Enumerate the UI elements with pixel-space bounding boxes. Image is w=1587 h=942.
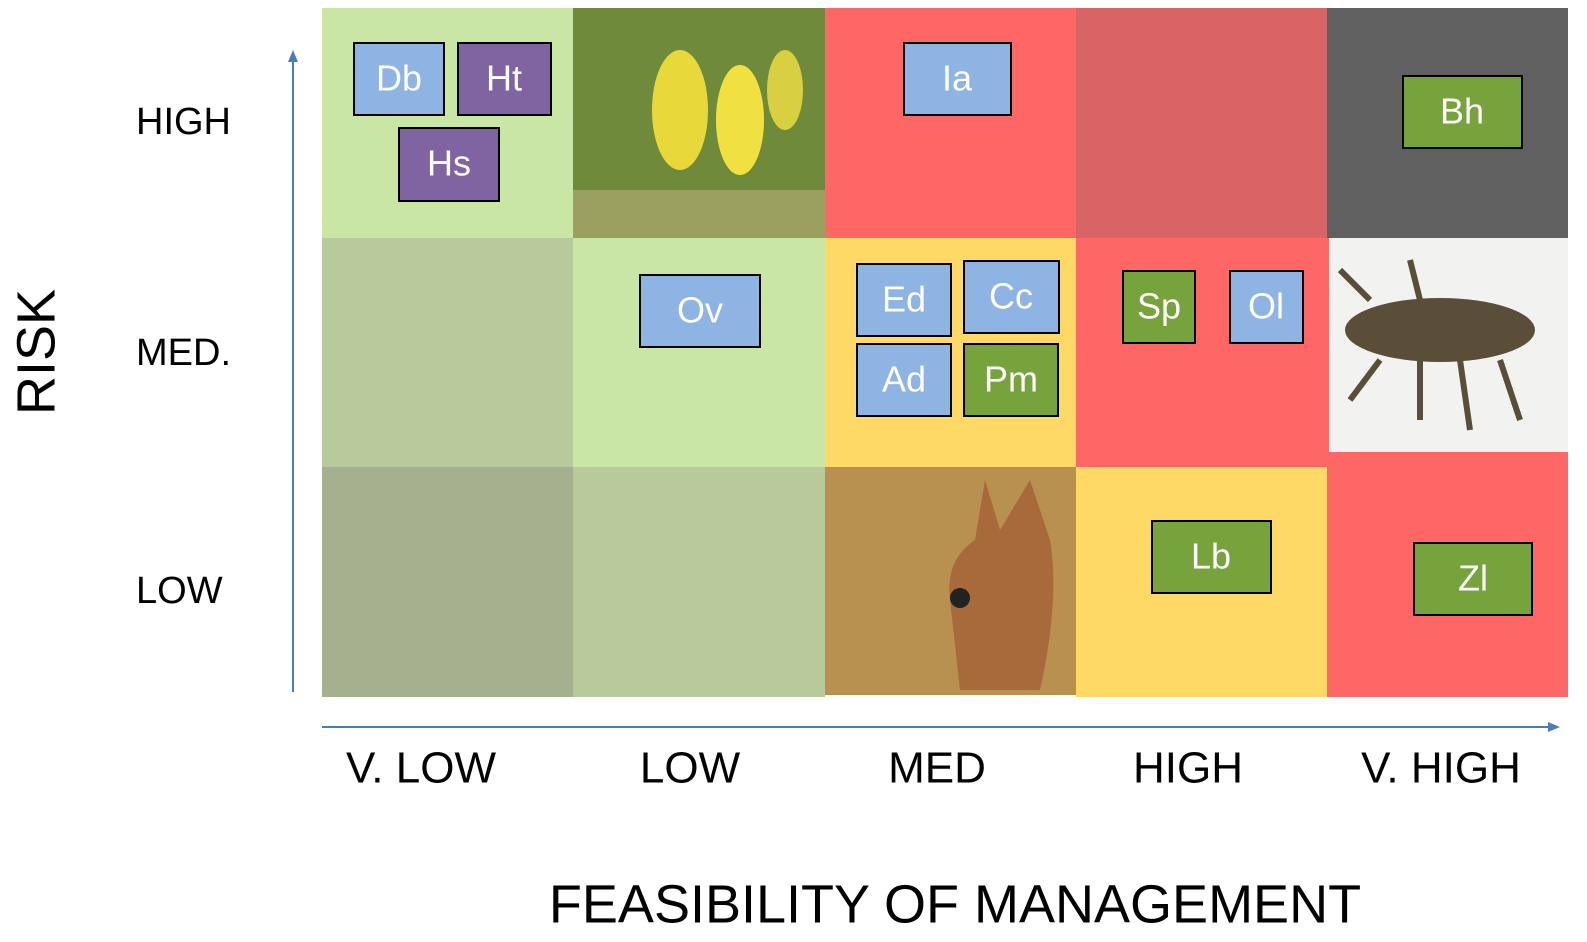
photo-detail — [767, 50, 803, 130]
species-box: Sp — [1123, 271, 1195, 343]
arrowhead — [1548, 722, 1560, 732]
species-label: Db — [376, 58, 422, 99]
species-box: Ol — [1230, 271, 1303, 343]
cell — [573, 238, 825, 467]
photo-detail — [716, 65, 764, 175]
species-label: Ov — [677, 290, 723, 331]
x-axis-title: FEASIBILITY OF MANAGEMENT — [549, 874, 1361, 934]
species-label: Hs — [427, 143, 471, 184]
species-box: Zl — [1414, 543, 1532, 615]
species-box: Ht — [458, 43, 551, 115]
column-label: LOW — [640, 744, 741, 793]
photo-detail — [652, 50, 708, 170]
species-box: Lb — [1152, 521, 1271, 593]
species-label: Ia — [942, 58, 973, 99]
species-label: Pm — [984, 359, 1038, 400]
species-box: Ad — [857, 344, 951, 416]
species-box: Cc — [964, 261, 1059, 333]
photo-detail — [950, 588, 970, 608]
species-label: Ed — [882, 279, 926, 320]
species-box: Hs — [399, 128, 499, 201]
species-box: Ov — [640, 275, 760, 347]
row-label: HIGH — [136, 101, 231, 143]
cell — [1076, 8, 1327, 238]
y-axis-title: RISK — [6, 289, 66, 415]
row-label: LOW — [136, 570, 223, 612]
species-label: Ad — [882, 359, 926, 400]
cell — [322, 238, 573, 467]
cell — [322, 467, 573, 697]
photo-detail — [1345, 298, 1535, 362]
species-box: Ed — [857, 264, 951, 336]
species-box: Bh — [1403, 76, 1522, 148]
risk-matrix: Db Ht Hs Ia Bh Ov Ed Cc Ad Pm Sp Ol Lb Z… — [0, 0, 1587, 942]
photo-detail — [573, 190, 825, 238]
column-label: MED — [888, 744, 986, 793]
species-box: Db — [354, 43, 444, 115]
cell — [573, 467, 825, 697]
species-label: Lb — [1191, 536, 1231, 577]
species-label: Ol — [1248, 286, 1284, 327]
arrowhead — [288, 50, 298, 62]
species-label: Cc — [989, 276, 1033, 317]
column-label: HIGH — [1133, 744, 1243, 793]
column-label: V. HIGH — [1361, 744, 1521, 793]
row-label: MED. — [136, 332, 231, 374]
species-label: Bh — [1440, 91, 1484, 132]
column-label: V. LOW — [346, 744, 496, 793]
species-label: Ht — [486, 58, 522, 99]
species-label: Zl — [1458, 558, 1488, 599]
species-box: Pm — [964, 344, 1058, 416]
species-box: Ia — [904, 43, 1011, 115]
species-label: Sp — [1137, 286, 1181, 327]
